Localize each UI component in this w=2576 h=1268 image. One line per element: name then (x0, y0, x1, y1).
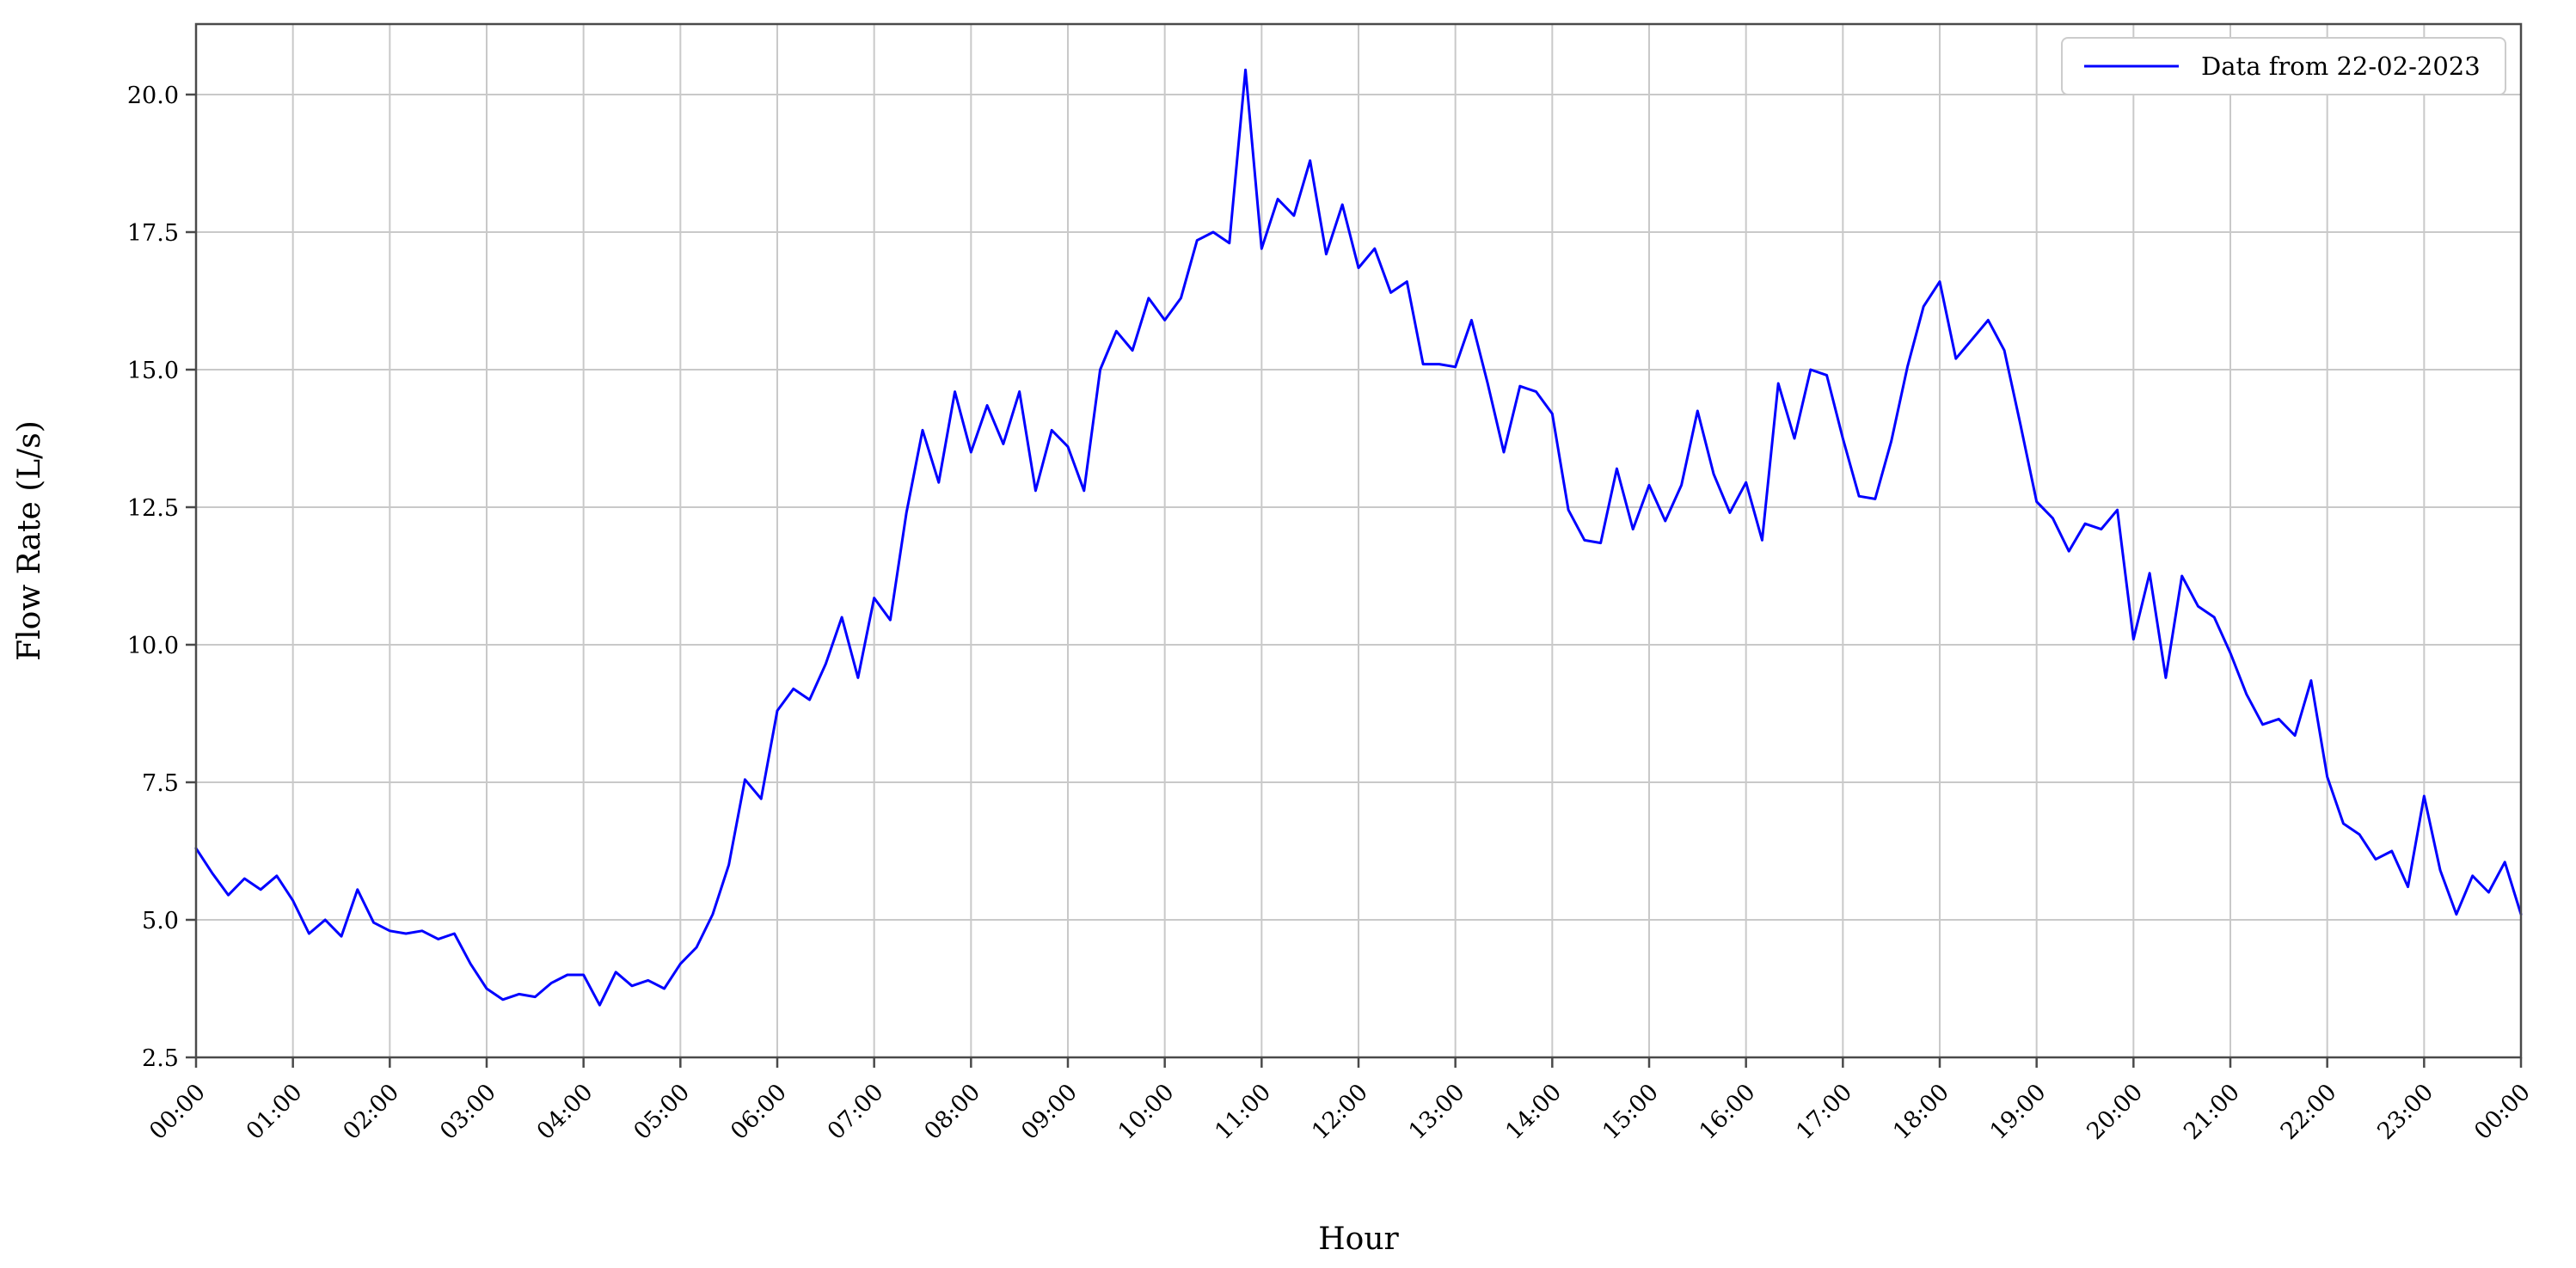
x-tick-label: 23:00 (2372, 1079, 2438, 1145)
legend-label: Data from 22-02-2023 (2201, 52, 2481, 81)
x-tick-label: 08:00 (919, 1079, 985, 1145)
x-tick-label: 05:00 (629, 1079, 695, 1145)
x-tick-label: 18:00 (1888, 1079, 1954, 1145)
grid-lines (196, 24, 2521, 1057)
x-tick-label: 03:00 (435, 1079, 501, 1145)
x-tick-label: 04:00 (532, 1079, 598, 1145)
y-tick-label: 20.0 (127, 83, 179, 109)
x-tick-label: 00:00 (144, 1079, 211, 1145)
x-tick-label: 16:00 (1695, 1079, 1761, 1145)
x-tick-label: 09:00 (1016, 1079, 1083, 1145)
x-tick-label: 22:00 (2276, 1079, 2342, 1145)
x-tick-label: 01:00 (242, 1079, 308, 1145)
x-axis: 00:00 01:00 02:00 03:00 04:00 05:00 06:00 07:00… (144, 1057, 2536, 1145)
x-tick-label: 02:00 (338, 1079, 404, 1145)
y-tick-label: 17.5 (127, 220, 179, 247)
legend: Data from 22-02-2023 (2061, 37, 2506, 95)
x-tick-label: 19:00 (1985, 1079, 2052, 1145)
y-tick-label: 10.0 (127, 633, 179, 659)
x-tick-label: 17:00 (1791, 1079, 1857, 1145)
y-tick-label: 5.0 (142, 908, 179, 934)
y-tick-label: 2.5 (142, 1045, 179, 1072)
y-tick-label: 7.5 (142, 770, 179, 797)
x-tick-label: 07:00 (823, 1079, 889, 1145)
x-tick-label: 06:00 (726, 1079, 792, 1145)
legend-box (2061, 37, 2506, 95)
x-tick-label: 13:00 (1404, 1079, 1470, 1145)
x-axis-title: Hour (1318, 1222, 1399, 1257)
x-tick-label: 15:00 (1598, 1079, 1664, 1145)
x-tick-label: 11:00 (1210, 1079, 1276, 1145)
y-tick-label: 12.5 (127, 495, 179, 522)
x-tick-label: 14:00 (1500, 1079, 1567, 1145)
y-tick-label: 15.0 (127, 358, 179, 384)
y-axis: 2.5 5.0 7.5 10.0 12.5 15.0 17.5 20.0 (127, 83, 196, 1072)
x-tick-label: 10:00 (1113, 1079, 1180, 1145)
y-axis-title: Flow Rate (L/s) (12, 420, 47, 661)
x-tick-label: 12:00 (1307, 1079, 1373, 1145)
x-tick-label: 21:00 (2179, 1079, 2245, 1145)
data-line (194, 68, 2523, 1007)
x-tick-label: 00:00 (2469, 1079, 2536, 1145)
x-tick-label: 20:00 (2082, 1079, 2148, 1145)
